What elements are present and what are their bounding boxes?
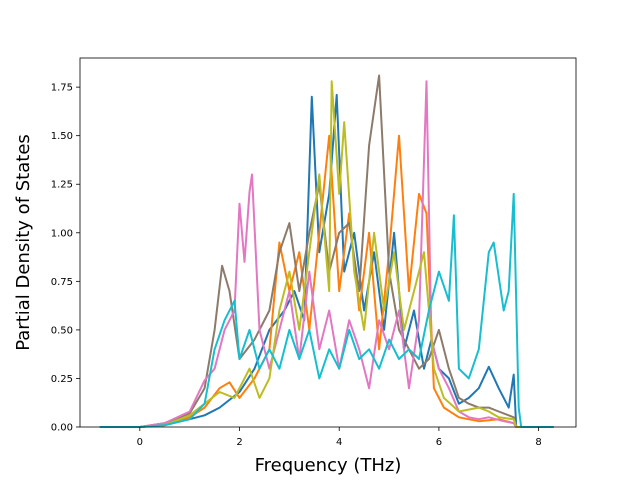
x-tick-label: 2 [236,437,242,448]
x-tick-label: 4 [336,437,342,448]
series-line-6 [99,192,554,428]
x-tick-label: 0 [137,437,143,448]
y-tick-label: 1.75 [51,83,73,94]
series-line-2 [99,134,554,428]
x-axis: 0 2 4 6 8 [137,427,542,448]
series-line-5 [99,80,554,428]
series-line-3 [99,74,554,428]
y-tick-label: 0.75 [51,277,73,288]
x-tick-label: 6 [436,437,442,448]
series-line-1 [99,93,554,428]
y-axis: 0.00 0.25 0.50 0.75 1.00 1.25 1.50 1.75 [51,83,80,434]
y-tick-label: 0.25 [51,374,73,385]
y-tick-label: 1.00 [51,228,73,239]
y-axis-label: Partial Density of States [13,134,34,351]
x-tick-label: 8 [535,437,541,448]
y-tick-label: 1.50 [51,131,73,142]
series-layer [99,74,554,428]
plot-frame [79,57,577,428]
y-tick-label: 1.25 [51,180,73,191]
y-tick-label: 0.00 [51,423,73,434]
x-axis-label: Frequency (THz) [255,455,402,476]
y-tick-label: 0.50 [51,325,73,336]
